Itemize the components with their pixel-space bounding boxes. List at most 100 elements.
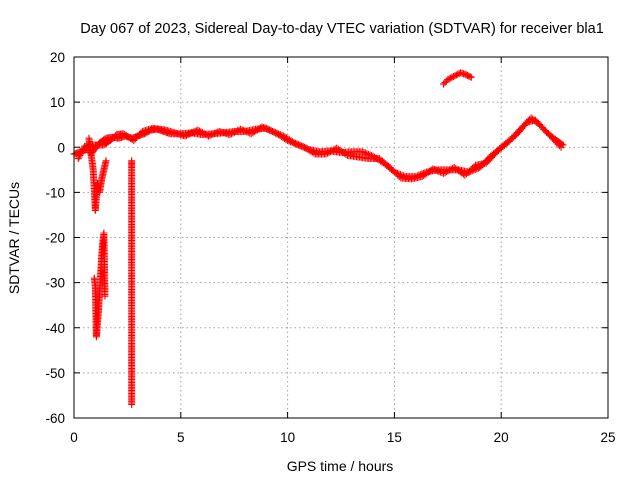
data-point — [298, 142, 306, 150]
data-point — [241, 127, 249, 135]
data-point — [296, 141, 304, 149]
y-tick-label: 0 — [57, 140, 65, 155]
series-outliers-2.7h — [128, 157, 136, 408]
data-points — [70, 69, 567, 408]
data-point — [429, 165, 437, 173]
data-point — [240, 126, 248, 134]
x-tick-label: 0 — [70, 430, 78, 445]
data-point — [102, 157, 110, 165]
y-tick-label: 10 — [50, 95, 65, 110]
series-steep-segment — [90, 229, 109, 341]
data-point — [212, 129, 220, 137]
data-point — [238, 126, 246, 134]
data-point — [198, 129, 206, 137]
data-point — [444, 167, 452, 175]
data-point — [267, 127, 275, 135]
data-point — [322, 150, 330, 158]
data-point — [275, 130, 283, 138]
data-point — [342, 150, 350, 158]
data-point — [229, 129, 237, 137]
data-point — [74, 155, 82, 163]
y-tick-label: -20 — [45, 231, 65, 246]
data-point — [209, 130, 217, 138]
y-tick-label: 20 — [50, 50, 65, 65]
data-point — [270, 128, 278, 136]
grid-lines — [74, 57, 608, 418]
x-tick-label: 15 — [387, 430, 402, 445]
data-point — [389, 167, 397, 175]
data-point — [258, 123, 266, 131]
data-point — [197, 128, 205, 136]
data-point — [227, 130, 235, 138]
data-point — [200, 129, 208, 137]
data-point — [435, 167, 443, 175]
data-point — [292, 139, 300, 147]
data-point — [278, 131, 286, 139]
data-point — [388, 165, 396, 173]
data-point — [77, 150, 85, 158]
data-point — [441, 169, 449, 177]
data-point — [310, 149, 318, 157]
data-point — [470, 163, 478, 171]
data-point — [432, 166, 440, 174]
series-descent-arc — [85, 134, 110, 214]
x-tick-label: 10 — [280, 430, 295, 445]
data-point — [391, 168, 399, 176]
data-point — [226, 131, 234, 139]
data-point — [263, 125, 271, 133]
data-point — [290, 139, 298, 147]
data-point — [430, 166, 438, 174]
data-point — [243, 128, 251, 136]
x-tick-label: 25 — [600, 430, 615, 445]
data-point — [443, 168, 451, 176]
data-point — [194, 126, 202, 134]
data-point — [447, 165, 455, 173]
y-tick-label: -10 — [45, 185, 65, 200]
data-point — [395, 172, 403, 180]
data-point — [77, 148, 85, 156]
data-point — [237, 125, 245, 133]
y-tick-label: -40 — [45, 321, 65, 336]
data-point — [234, 127, 242, 135]
data-point — [276, 131, 284, 139]
series-arc-17h — [440, 69, 475, 88]
axis-ticks: 0 5 10 15 20 25 -60 -50 -40 -30 -20 -10 0 10 20 — [45, 50, 615, 445]
y-axis-label: SDTVAR / TECUs — [6, 182, 22, 294]
data-point — [386, 164, 394, 172]
data-point — [299, 143, 307, 151]
data-point — [264, 126, 272, 134]
data-point — [128, 400, 136, 408]
series-main-trace — [70, 114, 567, 181]
data-point — [195, 127, 203, 135]
data-point — [325, 148, 333, 156]
data-point — [466, 73, 474, 81]
data-point — [78, 147, 86, 155]
data-point — [205, 132, 213, 140]
data-point — [295, 141, 303, 149]
data-point — [232, 128, 240, 136]
data-point — [208, 131, 216, 139]
data-point — [273, 129, 281, 137]
x-tick-label: 5 — [177, 430, 185, 445]
data-point — [328, 147, 336, 155]
data-point — [358, 148, 366, 156]
data-point — [440, 169, 448, 177]
x-tick-label: 20 — [494, 430, 509, 445]
data-point — [75, 153, 83, 161]
chart-title: Day 067 of 2023, Sidereal Day-to-day VTE… — [80, 21, 604, 37]
data-point — [446, 166, 454, 174]
data-point — [557, 143, 565, 151]
data-point — [259, 124, 267, 132]
data-point — [101, 292, 109, 300]
data-point — [206, 131, 214, 139]
data-point — [433, 167, 441, 175]
data-point — [261, 124, 269, 132]
data-point — [330, 146, 338, 154]
data-point — [327, 148, 335, 156]
data-point — [202, 130, 210, 138]
x-axis-label: GPS time / hours — [287, 458, 394, 474]
data-point — [394, 171, 402, 179]
data-point — [266, 126, 274, 134]
y-tick-label: -30 — [45, 276, 65, 291]
